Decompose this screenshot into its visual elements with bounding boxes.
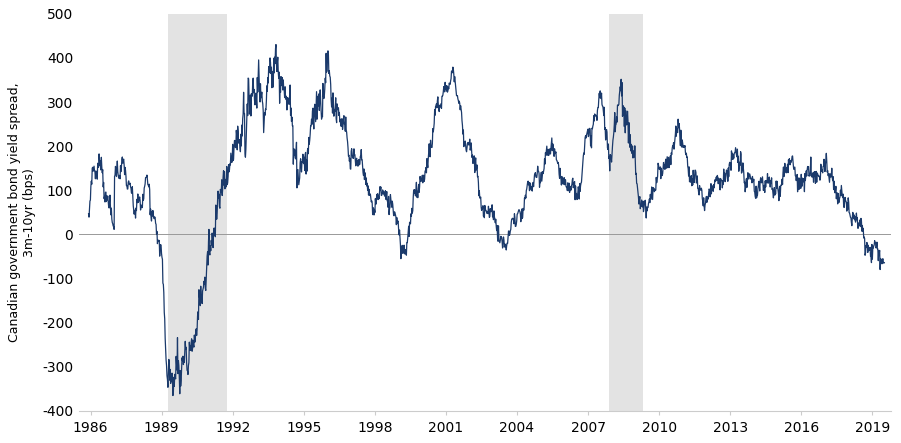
Bar	[609, 14, 642, 411]
Bar	[168, 14, 227, 411]
Y-axis label: Canadian government bond yield spread,
3m-10yr (bps): Canadian government bond yield spread, 3…	[8, 82, 36, 342]
